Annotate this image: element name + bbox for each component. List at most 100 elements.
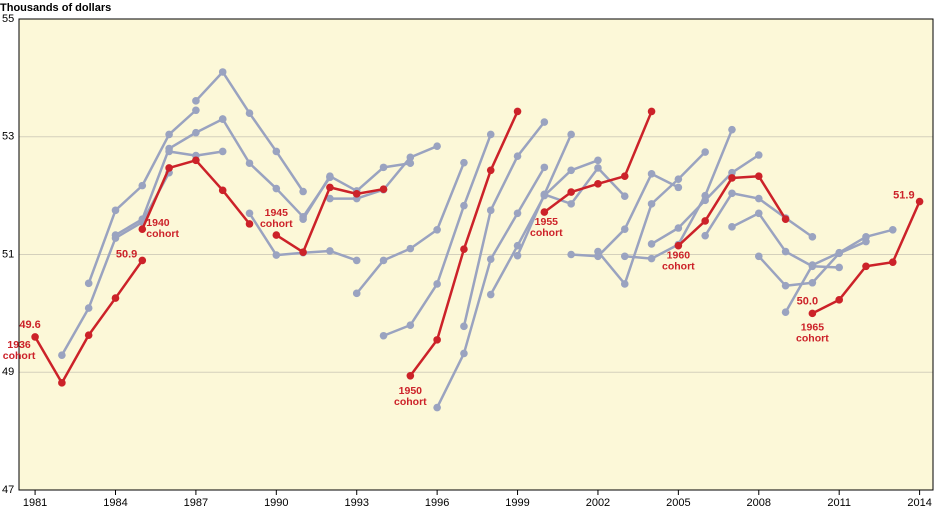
data-point: [701, 231, 709, 240]
cohort-line: [352, 158, 468, 298]
data-point: [165, 147, 173, 156]
data-point: [701, 148, 709, 156]
data-point: [620, 192, 629, 201]
data-point: [808, 309, 817, 318]
data-point: [433, 403, 441, 412]
data-point: [862, 262, 870, 271]
data-point: [540, 208, 549, 216]
data-point: [486, 255, 495, 264]
data-point: [540, 118, 549, 126]
x-tick-label: 2014: [907, 497, 931, 509]
cohort-label-line: cohort: [796, 332, 829, 344]
x-tick-label: 1987: [184, 497, 208, 509]
cohort-label-line: 1936: [7, 339, 31, 351]
data-point: [728, 125, 736, 134]
cohort-line: [594, 148, 709, 288]
cohort-line: [272, 183, 388, 256]
cohort-line: [781, 225, 897, 316]
data-point: [326, 194, 334, 203]
data-point: [299, 248, 307, 256]
data-point: [31, 333, 39, 341]
data-point: [84, 279, 93, 288]
cohort-label: 1945 cohort: [260, 207, 293, 230]
x-tick-label: 2005: [666, 497, 690, 509]
y-tick-label: 55: [2, 13, 14, 25]
data-point: [486, 290, 495, 299]
data-point: [379, 163, 388, 172]
data-point: [647, 254, 656, 263]
x-tick-label: 1993: [344, 497, 368, 509]
data-point: [754, 172, 763, 180]
data-point: [513, 107, 522, 116]
data-point: [567, 188, 575, 196]
data-point: [620, 252, 629, 261]
data-point: [165, 164, 173, 172]
data-point: [513, 241, 522, 250]
cohort-label: 1950 cohort: [394, 385, 427, 408]
series-line: [462, 121, 546, 327]
data-point: [299, 215, 307, 223]
data-point: [754, 194, 763, 203]
data-point: [84, 331, 93, 339]
data-point: [728, 168, 736, 177]
value-label: 49.6: [19, 319, 40, 331]
data-point: [218, 186, 227, 195]
data-point: [567, 166, 575, 175]
data-point: [594, 164, 602, 172]
cohort-label: 1936 cohort: [3, 339, 36, 362]
value-label: 51.9: [893, 189, 914, 201]
data-point: [138, 225, 147, 233]
data-point: [218, 68, 227, 76]
data-point: [406, 371, 415, 380]
data-point: [674, 241, 683, 250]
data-point: [781, 247, 790, 256]
data-point: [486, 206, 495, 215]
data-point: [754, 151, 763, 159]
data-point: [674, 183, 683, 192]
data-point: [433, 336, 441, 344]
data-point: [567, 250, 575, 259]
data-point: [781, 281, 790, 290]
data-point: [165, 130, 173, 139]
data-point: [272, 147, 281, 156]
data-point: [594, 156, 602, 165]
cohort-line: [138, 156, 254, 233]
cohort-line: [647, 151, 763, 248]
series-line: [543, 133, 573, 195]
data-point: [647, 200, 656, 208]
data-point: [326, 183, 334, 192]
data-point: [674, 224, 683, 232]
data-point: [299, 187, 307, 196]
data-point: [567, 200, 575, 208]
data-point: [486, 166, 495, 175]
data-point: [754, 252, 763, 261]
data-point: [379, 331, 388, 340]
data-point: [433, 225, 441, 234]
data-point: [781, 308, 790, 316]
data-point: [406, 244, 415, 253]
cohort-line: [84, 106, 200, 288]
cohort-label-line: cohort: [394, 396, 427, 408]
data-point: [111, 294, 120, 302]
cohort-line: [513, 164, 629, 260]
x-tick-label: 1984: [103, 497, 127, 509]
data-point: [647, 107, 656, 116]
x-tick-label: 1981: [23, 497, 47, 509]
y-tick-label: 53: [2, 131, 14, 143]
cohort-label-line: cohort: [260, 218, 293, 230]
data-point: [406, 321, 415, 329]
y-tick-label: 47: [2, 484, 14, 496]
data-point: [218, 147, 227, 156]
data-point: [674, 175, 683, 183]
data-point: [620, 172, 629, 180]
cohort-label-line: 1940: [146, 217, 170, 229]
data-point: [701, 217, 709, 225]
x-tick-label: 1990: [264, 497, 288, 509]
data-point: [326, 247, 334, 255]
data-point: [888, 258, 897, 266]
data-point: [781, 215, 790, 223]
data-point: [111, 206, 120, 215]
cohort-label: 1965 cohort: [796, 321, 829, 344]
data-point: [835, 263, 843, 272]
data-point: [486, 130, 495, 139]
